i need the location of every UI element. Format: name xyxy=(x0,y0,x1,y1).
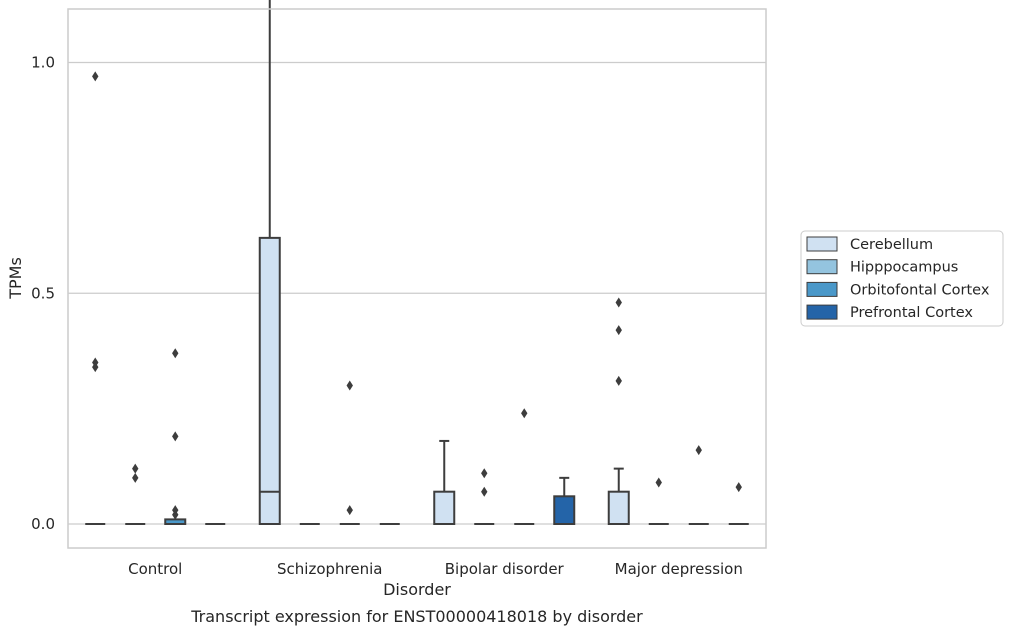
outlier-point xyxy=(92,362,99,373)
box-hipppocampus xyxy=(648,477,669,525)
legend-label: Hipppocampus xyxy=(850,260,958,276)
outlier-point xyxy=(172,509,179,520)
x-tick-label: Control xyxy=(128,560,182,578)
y-tick-label: 0.0 xyxy=(31,515,55,533)
outlier-point xyxy=(695,445,702,456)
box-iqr xyxy=(433,490,456,526)
outlier-point xyxy=(346,505,353,516)
outlier-point xyxy=(132,472,139,483)
box-orbitofontal-cortex xyxy=(514,408,535,525)
y-tick-label: 0.5 xyxy=(31,284,55,302)
legend-label: Prefrontal Cortex xyxy=(850,305,973,321)
y-axis-ticks: 0.00.51.01.52.0 xyxy=(31,54,55,534)
box-orbitofontal-cortex xyxy=(688,445,709,525)
outlier-point xyxy=(615,375,622,386)
outlier-point xyxy=(655,477,662,488)
legend-swatch xyxy=(806,304,838,320)
box-iqr xyxy=(607,490,630,526)
legend: Cerebellum Hipppocampus Orbitofontal Corte… xyxy=(800,230,1004,327)
outlier-point xyxy=(521,408,528,419)
box-hipppocampus xyxy=(474,468,495,525)
outlier-point xyxy=(92,71,99,82)
grid-lines xyxy=(68,61,766,525)
legend-swatch xyxy=(806,236,838,252)
outlier-point xyxy=(481,486,488,497)
legend-swatch xyxy=(806,281,838,297)
legend-swatch xyxy=(806,259,838,275)
plot-frame xyxy=(67,8,767,549)
box-orbitofontal-cortex xyxy=(339,380,360,525)
box-cerebellum xyxy=(433,439,456,526)
box-cerebellum xyxy=(258,0,281,525)
x-axis-label: Disorder xyxy=(383,580,451,599)
box-hipppocampus xyxy=(125,463,146,525)
box-prefrontal-cortex xyxy=(553,476,576,525)
outlier-point xyxy=(481,468,488,479)
legend-frame xyxy=(800,230,1004,327)
box-orbitofontal-cortex xyxy=(164,348,187,526)
legend-label: Cerebellum xyxy=(850,237,933,253)
outlier-point xyxy=(132,463,139,474)
outlier-point xyxy=(172,348,179,359)
box-prefrontal-cortex xyxy=(728,482,749,525)
outlier-point xyxy=(346,380,353,391)
x-tick-label: Schizophrenia xyxy=(277,560,382,578)
outlier-point xyxy=(735,482,742,493)
y-axis-label: TPMs xyxy=(6,257,25,300)
y-tick-label: 1.0 xyxy=(31,54,55,72)
outlier-point xyxy=(615,297,622,308)
box-iqr xyxy=(553,495,576,525)
box-plot-area xyxy=(85,0,749,526)
x-axis-ticks: Control Schizophrenia Bipolar disorder Majo… xyxy=(128,560,743,578)
legend-label: Orbitofontal Cortex xyxy=(850,282,990,298)
box-cerebellum xyxy=(85,71,106,525)
box-iqr xyxy=(258,236,281,525)
box-cerebellum xyxy=(607,297,630,526)
outlier-point xyxy=(172,431,179,442)
x-tick-label: Bipolar disorder xyxy=(445,560,565,578)
x-tick-label: Major depression xyxy=(615,560,743,578)
figure-caption: Transcript expression for ENST0000041801… xyxy=(190,607,643,626)
outlier-point xyxy=(615,325,622,336)
